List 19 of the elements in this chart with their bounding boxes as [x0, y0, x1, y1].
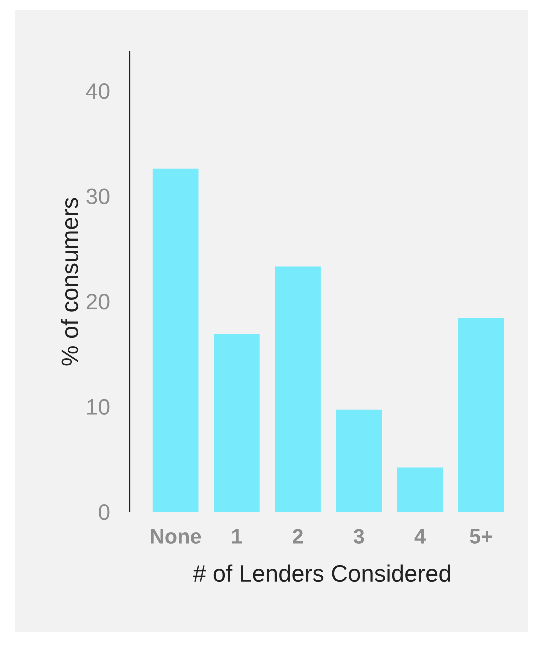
bar — [397, 468, 444, 512]
y-tick-label: 30 — [86, 188, 110, 204]
bar — [275, 266, 321, 512]
y-tick-label: 0 — [99, 504, 110, 520]
y-tick-label: 10 — [88, 399, 110, 416]
bar — [214, 334, 260, 512]
x-tick-label: 2 — [292, 529, 304, 544]
y-tick-label: 40 — [86, 83, 110, 100]
x-tick-label: 4 — [414, 529, 426, 544]
x-tick-label: 5+ — [470, 529, 492, 544]
y-axis-title: % of consumers — [61, 198, 78, 366]
bar — [458, 318, 504, 512]
x-tick-label: 1 — [232, 529, 242, 544]
y-tick-label: 20 — [86, 294, 110, 310]
x-tick-label: None — [151, 529, 202, 544]
bar — [336, 410, 382, 512]
bar — [152, 168, 199, 512]
x-tick-label: 3 — [354, 529, 364, 544]
x-axis-title: # of Lenders Considered — [193, 564, 450, 582]
